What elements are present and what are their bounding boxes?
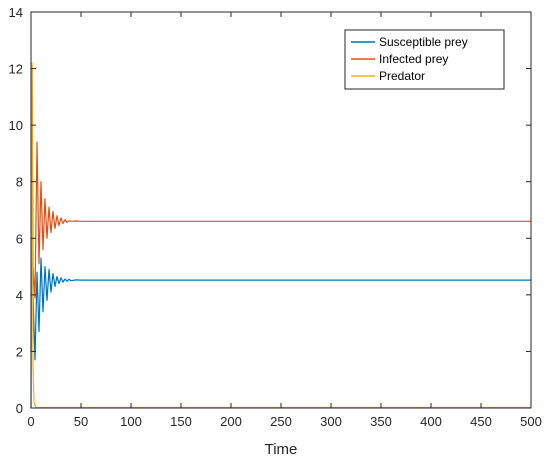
x-tick-label: 250 [270,414,292,429]
y-tick-label: 2 [16,344,23,359]
x-tick-label: 50 [74,414,88,429]
x-tick-label: 0 [27,414,34,429]
y-tick-label: 12 [9,62,23,77]
y-tick-label: 0 [16,401,23,416]
y-tick-label: 4 [16,288,23,303]
series-line-predator [30,62,531,409]
y-tick-label: 6 [16,231,23,246]
x-axis-label: Time [265,441,298,458]
y-tick-label: 8 [16,175,23,190]
series-line-susceptible-prey [30,67,531,361]
x-tick-label: 500 [520,414,542,429]
x-tick-label: 400 [420,414,442,429]
legend-label: Predator [379,69,425,83]
series-line-infected-prey [30,65,531,409]
x-tick-label: 450 [470,414,492,429]
x-tick-label: 350 [370,414,392,429]
legend-label: Infected prey [379,52,448,66]
x-tick-label: 300 [320,414,342,429]
y-tick-label: 10 [9,118,23,133]
x-tick-label: 200 [220,414,242,429]
x-tick-label: 150 [170,414,192,429]
legend-label: Susceptible prey [379,35,468,49]
y-tick-label: 14 [9,5,23,20]
x-tick-label: 100 [120,414,142,429]
